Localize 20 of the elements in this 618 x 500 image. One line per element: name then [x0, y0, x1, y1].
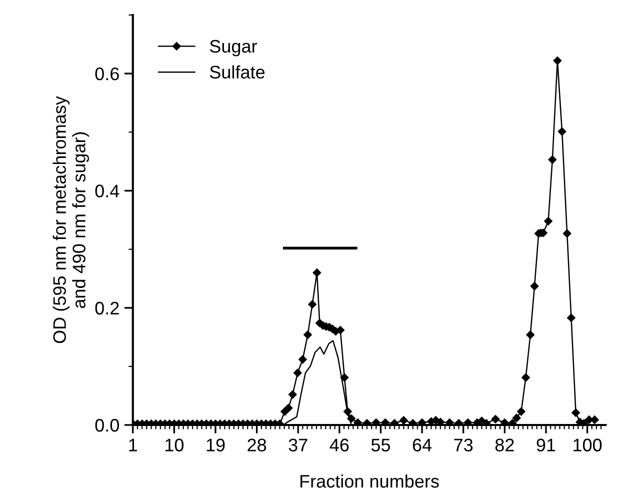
- x-tick-label: 64: [412, 438, 432, 452]
- x-tick-label: 10: [166, 438, 184, 452]
- x-tick-label: 46: [330, 438, 349, 452]
- x-tick-label: 37: [288, 438, 308, 452]
- x-tick-label: 19: [206, 438, 225, 452]
- y-tick-label: 0.6: [95, 68, 119, 80]
- x-tick-label: 100: [574, 438, 602, 452]
- y-tick-label: 0.2: [95, 302, 119, 315]
- legend-label: Sulfate: [210, 65, 265, 79]
- x-tick-label: 55: [371, 438, 390, 452]
- x-tick-label: 82: [495, 438, 514, 452]
- legend-label: Sugar: [210, 40, 258, 56]
- x-tick-label: 1: [129, 438, 138, 452]
- y-tick-label: 0.4: [95, 184, 120, 198]
- y-axis-title: OD (595 nm for metachromasy and 490 nm for sugar): [52, 96, 90, 344]
- x-axis-title: Fraction numbers: [300, 474, 439, 488]
- x-tick-label: 73: [454, 438, 473, 452]
- y-tick-label: 0.0: [95, 418, 119, 432]
- x-tick-label: 91: [536, 438, 556, 452]
- x-tick-label: 28: [248, 438, 266, 452]
